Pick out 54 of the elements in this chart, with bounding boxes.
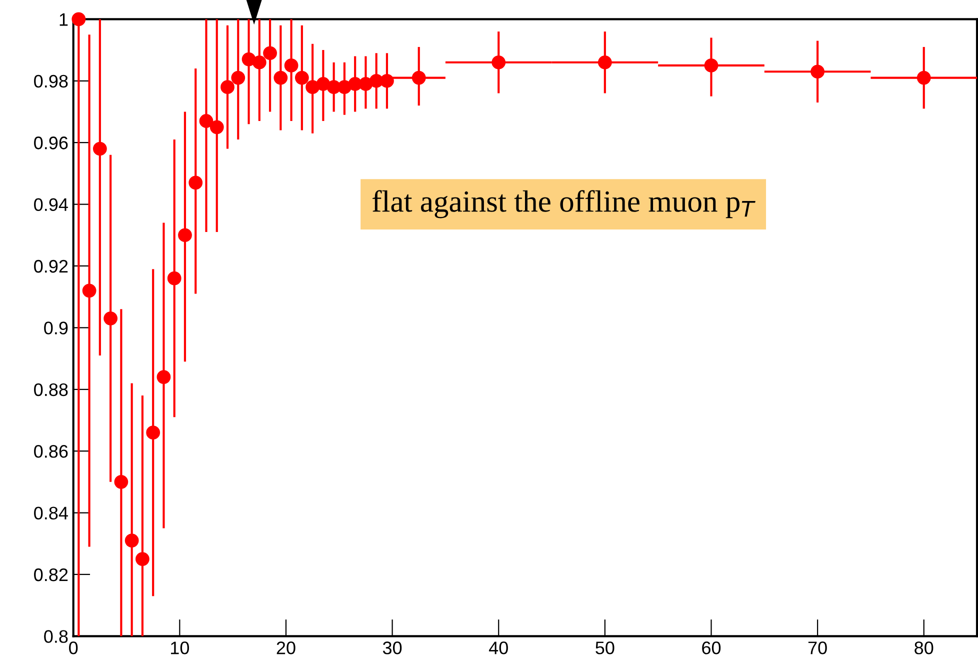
point	[92, 142, 107, 156]
point	[146, 426, 160, 440]
y-tick-label: 0.98	[34, 74, 68, 88]
point	[82, 284, 96, 298]
point	[294, 70, 309, 85]
y-tick-label: 0.96	[34, 136, 68, 150]
point	[188, 176, 203, 190]
y-tick-label: 0.88	[34, 383, 68, 396]
point	[242, 52, 256, 66]
y-tick-label: 0.84	[34, 506, 68, 520]
point	[358, 77, 373, 91]
point	[810, 64, 824, 79]
point	[380, 74, 394, 88]
point	[72, 12, 86, 26]
x-tick-label: 40	[488, 642, 508, 654]
x-tick-label: 70	[808, 642, 827, 654]
point	[316, 77, 330, 91]
point	[178, 228, 192, 242]
point	[104, 311, 118, 326]
y-tick-label: 0.9	[44, 322, 68, 334]
x-tick-label: 30	[382, 642, 402, 654]
point	[916, 70, 931, 85]
x-tick-label: 60	[702, 642, 721, 654]
point	[252, 55, 266, 70]
point	[492, 55, 506, 70]
point	[210, 120, 224, 134]
x-tick-label: 0	[69, 642, 78, 654]
x-tick-label: 10	[171, 642, 189, 654]
y-tick-label: 0.92	[34, 260, 68, 273]
y-tick-label: 1	[60, 13, 68, 26]
y-tick-label: 0.8	[44, 630, 68, 643]
point	[338, 80, 352, 94]
y-tick-label: 0.82	[34, 568, 68, 582]
point	[156, 370, 171, 384]
point	[124, 534, 139, 548]
point	[306, 80, 320, 94]
point	[274, 70, 288, 85]
point	[263, 46, 277, 60]
point	[412, 70, 426, 85]
y-tick-label: 0.86	[34, 445, 68, 458]
x-tick-label: 20	[276, 642, 296, 654]
point	[598, 55, 612, 70]
point	[704, 58, 718, 72]
annotation: flat against the offline muon p$_{T}$	[372, 190, 756, 218]
point	[220, 80, 234, 94]
point	[167, 271, 182, 286]
point	[284, 58, 298, 72]
point	[136, 552, 150, 566]
y-tick-label: 0.94	[34, 198, 68, 212]
point	[199, 114, 214, 128]
point	[231, 70, 246, 85]
point	[114, 474, 128, 489]
x-tick-label: 80	[914, 642, 934, 654]
x-tick-label: 50	[596, 642, 614, 654]
